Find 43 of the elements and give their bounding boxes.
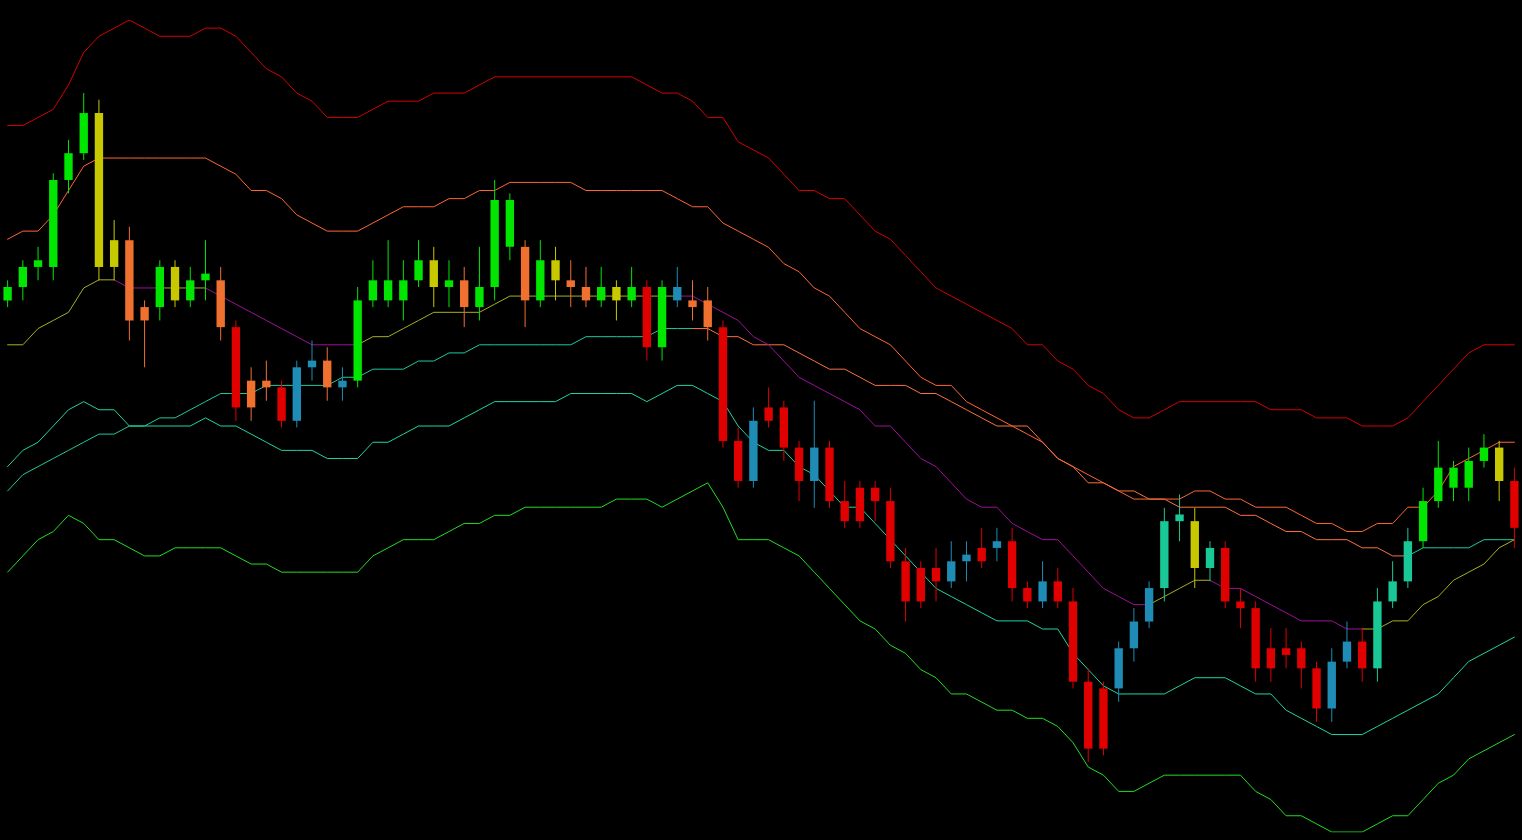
candlestick — [1281, 627, 1291, 669]
candlestick — [551, 246, 560, 301]
candlestick — [1479, 433, 1489, 469]
candlestick — [673, 266, 682, 308]
candlestick — [3, 279, 12, 308]
candlestick — [201, 239, 210, 301]
candlestick — [688, 279, 697, 321]
candlestick — [338, 366, 347, 402]
candlestick — [140, 299, 149, 368]
candlestick — [581, 266, 591, 308]
candlestick — [444, 259, 454, 308]
candlestick — [383, 239, 393, 308]
candlestick — [627, 266, 636, 308]
candlestick — [992, 527, 1002, 562]
candlestick — [597, 266, 606, 308]
candlestick — [1449, 460, 1458, 502]
candlestick — [1388, 560, 1397, 609]
candlestick — [1053, 567, 1062, 609]
candlestick — [1038, 560, 1047, 609]
candlestick — [186, 266, 195, 308]
candlestick — [1266, 627, 1276, 683]
candlestick — [612, 279, 621, 321]
candlestick — [1175, 493, 1184, 542]
candlestick — [870, 480, 880, 522]
candlestick — [566, 259, 575, 308]
candlestick — [399, 259, 408, 321]
candlestick — [947, 540, 956, 589]
candlestick — [1342, 621, 1352, 669]
candlestick — [33, 246, 43, 281]
candlestick — [962, 540, 971, 582]
candlestick — [840, 480, 849, 529]
candlestick — [977, 527, 986, 569]
candlestick — [262, 360, 271, 402]
candlestick — [368, 259, 378, 308]
candlestick — [414, 239, 423, 288]
candlestick — [1023, 580, 1032, 609]
candlestick — [1236, 587, 1245, 629]
candlestick — [475, 246, 484, 321]
candlestick — [1297, 641, 1306, 689]
candlestick — [1205, 540, 1215, 582]
candlestick — [18, 259, 28, 301]
candlestick — [764, 386, 773, 428]
candlestick — [931, 547, 941, 602]
